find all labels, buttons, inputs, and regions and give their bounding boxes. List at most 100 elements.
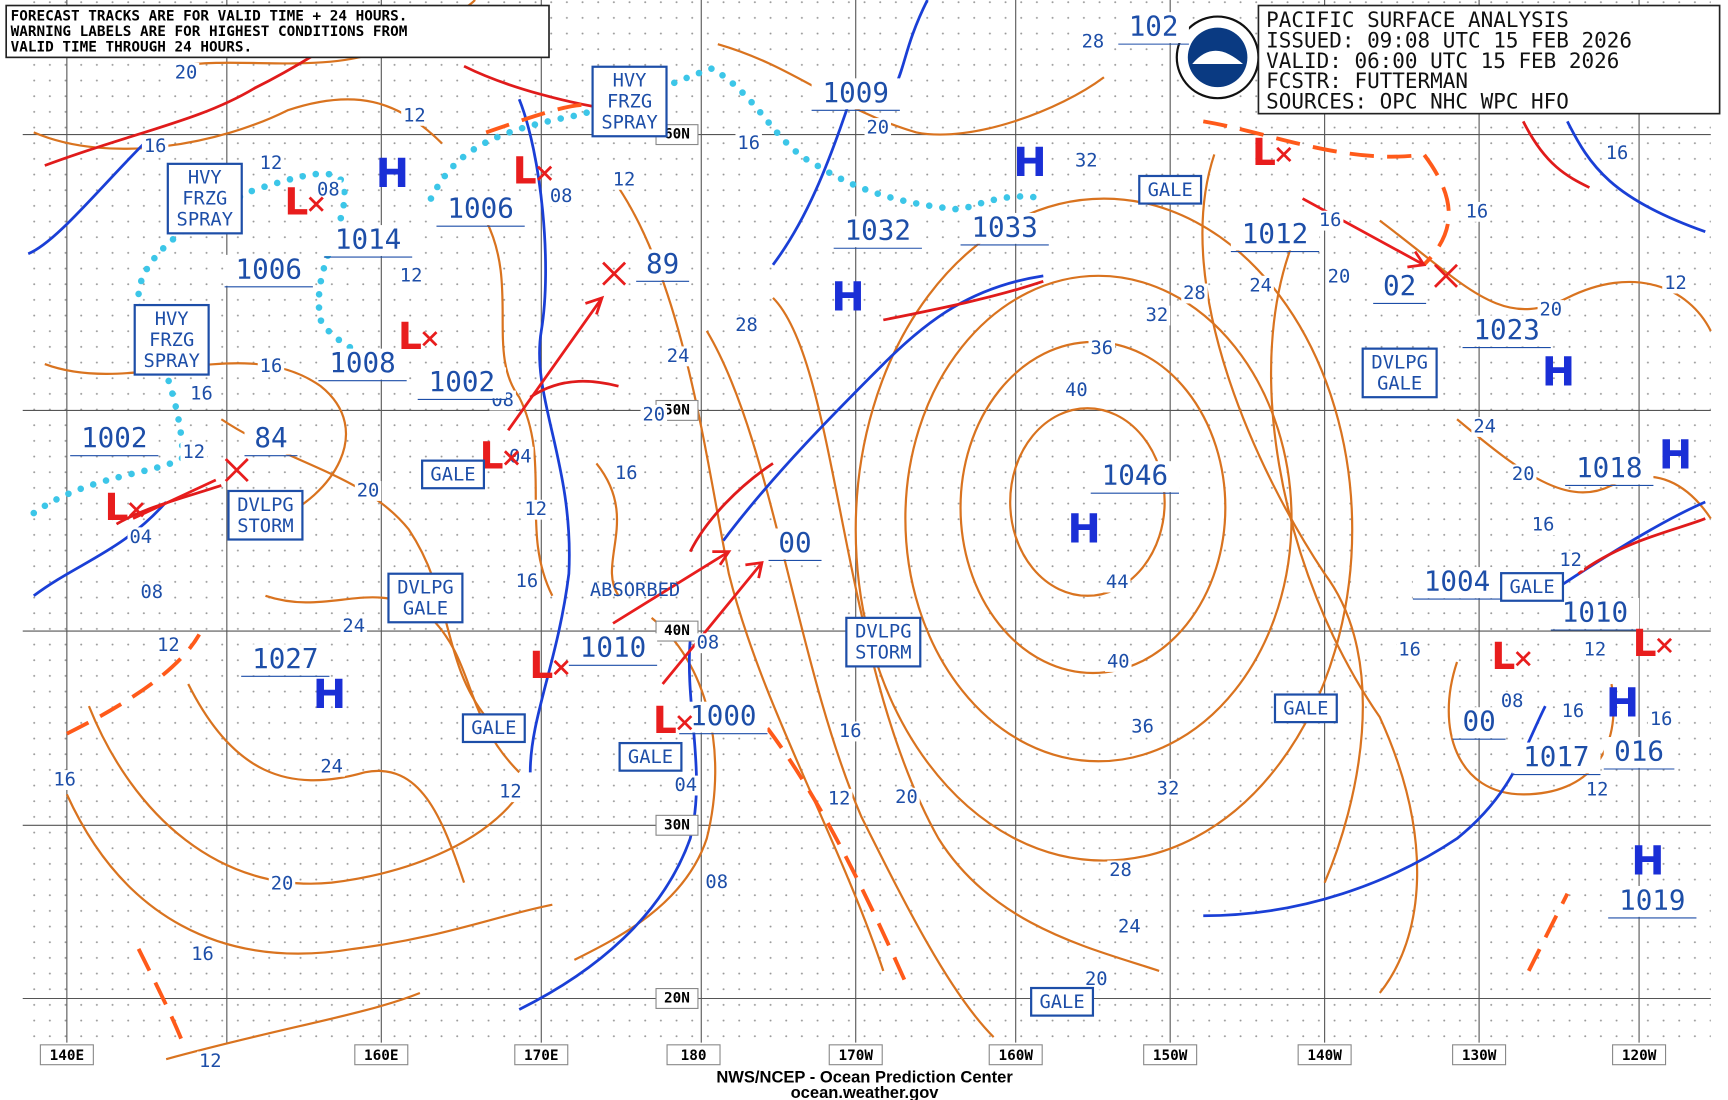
isobar-label: 28 <box>1183 283 1206 304</box>
isobar-label-bg <box>51 770 78 790</box>
isobar-label-bg <box>1463 201 1491 222</box>
pressure-label-bg <box>833 216 922 248</box>
isobar-label-bg <box>315 179 342 200</box>
lat-label: 20N <box>664 990 690 1006</box>
warning-box <box>166 162 243 235</box>
isobar-label: 12 <box>828 788 851 809</box>
pressure-label-bg <box>417 367 506 399</box>
warning-text: HVY <box>188 168 222 189</box>
pressure-label: 1032 <box>845 214 911 247</box>
isobar-label: 16 <box>144 136 167 157</box>
pressure-label: 1006 <box>447 192 513 225</box>
pressure-label: 89 <box>646 247 679 280</box>
isobar-label: 20 <box>643 404 666 425</box>
notice-line: FORECAST TRACKS ARE FOR VALID TIME + 24 … <box>11 9 408 25</box>
isobar-label: 28 <box>1109 860 1132 881</box>
isobar-label: 12 <box>499 782 522 803</box>
low-center: L <box>284 180 308 224</box>
isobar-label-bg <box>397 265 425 286</box>
pressure-label: 1002 <box>429 365 495 398</box>
low-center: L <box>1491 634 1515 678</box>
isobar-label-bg <box>1181 283 1208 304</box>
isobar-label: 16 <box>839 721 862 742</box>
isobar-label-bg <box>1083 969 1110 990</box>
isobar-label: 24 <box>320 756 343 777</box>
isobar-label: 12 <box>400 265 423 286</box>
isobar-label-bg <box>257 356 285 377</box>
isobar-label-bg <box>672 775 700 796</box>
lon-label-box <box>1612 1044 1667 1066</box>
isobar-label-bg <box>836 721 864 742</box>
pressure-label-bg <box>70 423 159 455</box>
warning-box <box>227 489 304 541</box>
notice-line: VALID TIME THROUGH 24 HOURS. <box>11 39 253 55</box>
isobar-label-bg <box>180 442 207 463</box>
isobar-label: 20 <box>271 873 294 894</box>
pressure-label-bg <box>1550 597 1640 629</box>
warning-text: DVLPG <box>855 622 911 643</box>
pressure-label: 1009 <box>823 76 889 109</box>
lat-label-box <box>655 988 699 1009</box>
warning-text: HVY <box>613 71 647 92</box>
isobar-label: 24 <box>1249 275 1272 296</box>
pressure-label: 1010 <box>580 631 646 664</box>
isobar-label: 12 <box>1584 639 1607 660</box>
isobar-label: 08 <box>705 872 728 893</box>
lon-label: 140W <box>1307 1048 1342 1064</box>
isobar-label: 16 <box>1319 210 1342 231</box>
pressure-label: 1004 <box>1424 565 1490 598</box>
lon-label-box <box>354 1044 409 1066</box>
warning-text: SPRAY <box>143 351 199 372</box>
pressure-label: 1002 <box>81 421 147 454</box>
warning-text: DVLPG <box>1371 352 1427 373</box>
header-box <box>1257 4 1721 115</box>
lon-label-box <box>828 1044 883 1066</box>
isobar-label-bg <box>1247 275 1274 296</box>
isobar-label-bg <box>513 571 541 592</box>
footer-url: ocean.weather.gov <box>791 1083 940 1100</box>
lon-label-box <box>514 1044 569 1066</box>
isobar-label: 32 <box>1075 151 1098 172</box>
warning-box <box>1273 693 1338 724</box>
isobar-label: 16 <box>190 383 213 404</box>
isobar-label-bg <box>1529 515 1557 536</box>
warning-text: GALE <box>1509 577 1554 598</box>
pressure-label: 1017 <box>1523 740 1589 773</box>
warning-text: FRZG <box>149 330 194 351</box>
isobar-label-bg <box>1559 701 1587 722</box>
isobar-label-bg <box>893 787 920 808</box>
pressure-label-bg <box>1230 219 1320 251</box>
pressure-label: 1012 <box>1242 217 1308 250</box>
lat-label: 40N <box>664 623 690 639</box>
warning-box <box>1030 986 1095 1017</box>
warning-text: STORM <box>237 516 293 537</box>
isobar-label: 16 <box>191 944 214 965</box>
low-x <box>1656 637 1673 654</box>
isobar-label-bg <box>138 582 166 603</box>
isobar-label-bg <box>257 153 285 174</box>
pressure-label-bg <box>1462 315 1551 347</box>
isobar-label-bg <box>1088 338 1116 359</box>
isobar-label: 20 <box>1085 969 1108 990</box>
isobar-label-bg <box>1557 550 1584 571</box>
low-center: L <box>1252 130 1276 174</box>
isobar-label: 12 <box>182 442 205 463</box>
pressure-label: 1000 <box>690 699 756 732</box>
isobar-label: 16 <box>1532 515 1555 536</box>
lon-label: 160E <box>364 1048 399 1064</box>
warning-box <box>845 616 922 668</box>
pressure-label-bg <box>1412 567 1502 598</box>
lat-label-box <box>655 814 699 836</box>
isobar-label: 12 <box>157 635 180 656</box>
lon-label: 150W <box>1153 1048 1188 1064</box>
isobar-label: 16 <box>1562 701 1585 722</box>
warning-text: DVLPG <box>237 495 293 516</box>
isobar-label: 16 <box>615 463 638 484</box>
isobar-label-bg <box>703 872 730 893</box>
footer-source: NWS/NCEP - Ocean Prediction Center <box>716 1067 1013 1086</box>
isobar-label-bg <box>1079 31 1107 52</box>
warning-box <box>133 303 210 376</box>
warning-box <box>591 65 668 138</box>
isobar-label: 12 <box>1559 550 1582 571</box>
high-center: H <box>1542 350 1575 396</box>
